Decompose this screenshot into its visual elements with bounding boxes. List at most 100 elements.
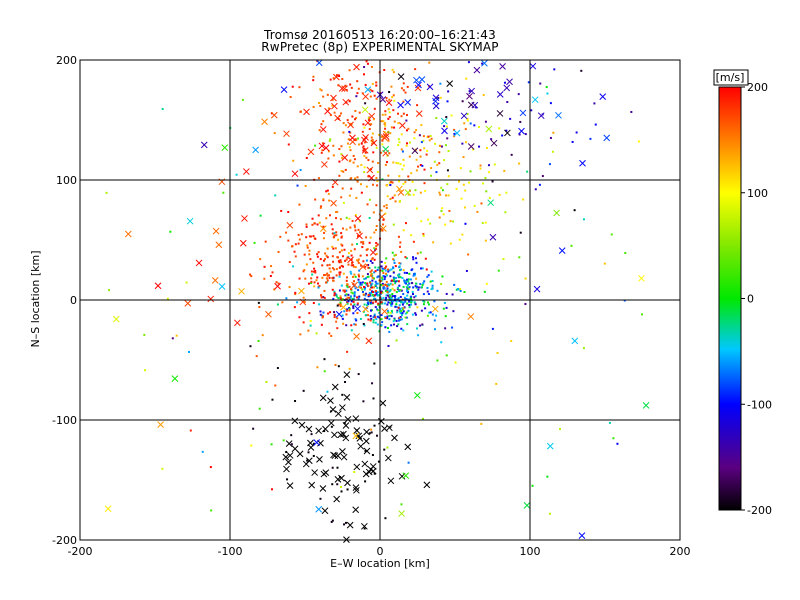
data-point-dot	[371, 82, 374, 85]
data-point-dot	[274, 384, 277, 387]
data-point-cross	[467, 143, 475, 150]
data-point-dot	[305, 263, 308, 266]
data-point-dot	[445, 194, 448, 197]
data-point-dot	[335, 320, 338, 323]
data-point-dot	[314, 198, 317, 201]
data-point-dot	[582, 347, 585, 350]
data-point-dot	[362, 322, 365, 325]
data-point-dot	[328, 214, 331, 217]
data-point-cross	[334, 114, 341, 122]
data-point-dot	[502, 258, 505, 261]
data-point-dot	[375, 252, 378, 255]
data-point-dot	[393, 194, 396, 197]
data-point-dot	[359, 254, 362, 257]
data-point-dot	[389, 311, 392, 314]
data-point-dot	[473, 204, 476, 207]
data-point-dot	[350, 329, 353, 332]
data-point-dot	[398, 275, 401, 278]
data-point-dot	[362, 145, 365, 148]
data-point-cross	[364, 119, 372, 127]
data-point-dot	[430, 137, 433, 140]
data-point-dot	[414, 302, 417, 305]
data-point-cross	[380, 134, 388, 141]
data-point-dot	[375, 204, 378, 207]
data-point-dot	[318, 101, 321, 104]
data-point-dot	[326, 256, 329, 259]
data-point-dot	[388, 91, 391, 94]
data-point-dot	[322, 259, 325, 262]
data-point-dot	[379, 302, 382, 305]
data-point-dot	[398, 310, 401, 313]
data-point-dot	[402, 310, 405, 313]
data-point-dot	[369, 294, 372, 297]
data-point-dot	[398, 316, 401, 319]
data-point-dot	[406, 85, 409, 88]
data-point-cross	[399, 122, 406, 129]
data-point-dot	[376, 276, 379, 279]
data-point-dot	[371, 142, 374, 145]
data-point-dot	[253, 241, 256, 244]
data-point-dot	[312, 270, 315, 273]
data-point-dot	[326, 390, 329, 393]
data-point-dot	[420, 124, 423, 127]
data-point-dot	[358, 111, 361, 114]
data-point-dot	[319, 497, 322, 500]
data-point-dot	[580, 69, 583, 72]
data-point-dot	[375, 242, 378, 245]
data-point-dot	[353, 273, 356, 276]
data-point-dot	[310, 280, 313, 283]
data-point-dot	[624, 251, 627, 254]
data-point-dot	[357, 261, 360, 264]
data-point-dot	[406, 287, 409, 290]
data-point-cross	[397, 73, 405, 81]
data-point-dot	[420, 141, 423, 144]
data-point-dot	[388, 284, 391, 287]
data-point-dot	[378, 133, 381, 136]
data-point-dot	[394, 282, 397, 285]
data-point-dot	[385, 280, 388, 283]
data-point-dot	[446, 137, 449, 140]
data-point-dot	[350, 272, 353, 275]
data-point-cross	[186, 217, 194, 225]
data-point-cross	[398, 510, 405, 517]
data-point-dot	[433, 300, 436, 303]
data-point-dot	[412, 240, 415, 243]
data-point-cross	[496, 91, 504, 98]
data-point-dot	[426, 314, 429, 317]
data-point-dot	[402, 89, 405, 92]
data-point-dot	[364, 449, 367, 452]
data-point-dot	[345, 228, 348, 231]
data-point-dot	[397, 162, 400, 165]
data-point-dot	[326, 93, 329, 96]
data-point-dot	[302, 270, 305, 273]
data-point-cross	[218, 283, 226, 290]
data-point-cross	[286, 452, 294, 459]
data-point-dot	[308, 249, 311, 252]
data-point-dot	[375, 146, 378, 149]
data-point-dot	[161, 467, 164, 470]
data-point-dot	[391, 279, 394, 282]
data-point-dot	[406, 323, 409, 326]
data-point-dot	[630, 110, 633, 113]
data-point-cross	[340, 453, 348, 461]
data-point-cross	[496, 110, 504, 117]
data-point-dot	[371, 279, 374, 282]
data-point-dot	[442, 307, 445, 310]
data-point-dot	[258, 407, 261, 410]
data-point-dot	[390, 324, 393, 327]
data-point-dot	[378, 330, 381, 333]
data-point-dot	[349, 296, 352, 299]
data-point-dot	[380, 301, 383, 304]
data-point-dot	[449, 242, 452, 245]
data-point-dot	[385, 296, 388, 299]
data-point-dot	[458, 238, 461, 241]
x-tick-label: -100	[218, 545, 243, 558]
data-point-dot	[408, 286, 411, 289]
data-point-dot	[416, 104, 419, 107]
data-point-cross	[316, 456, 323, 463]
data-point-dot	[325, 281, 328, 284]
data-point-dot	[417, 286, 420, 289]
data-point-dot	[377, 294, 380, 297]
data-point-dot	[408, 141, 411, 144]
data-point-dot	[623, 299, 626, 302]
